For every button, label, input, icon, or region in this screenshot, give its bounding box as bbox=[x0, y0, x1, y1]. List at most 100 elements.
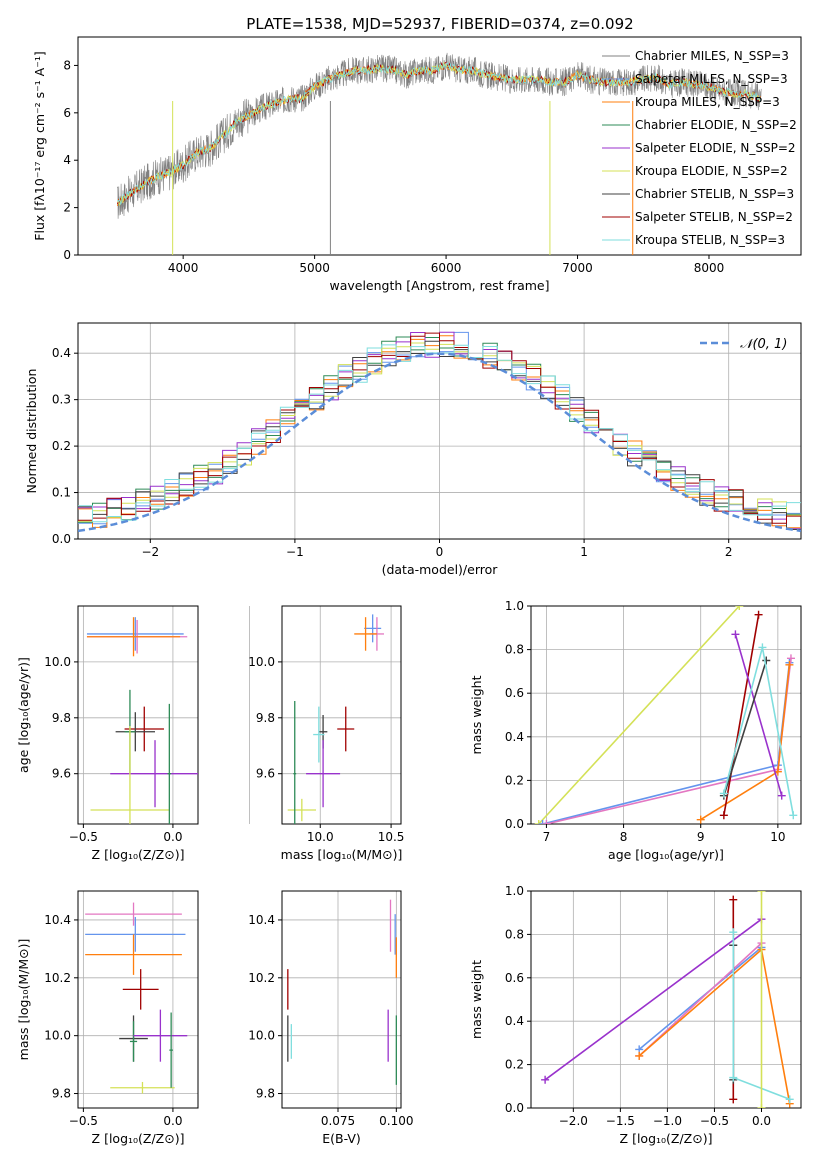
x-tick-label: −0.5 bbox=[69, 830, 98, 844]
y-tick-label: 0.2 bbox=[505, 1058, 524, 1072]
x-axis-label: mass [log₁₀(M/M⊙)] bbox=[281, 847, 403, 862]
y-tick-label: 10.0 bbox=[248, 655, 275, 669]
x-tick-label: 2 bbox=[725, 545, 733, 559]
panel-z-vs-mass: −0.5 0.0 9.8 10.0 10.2 10.4 Z [log₁₀(Z/Z⊙)] mas… bbox=[16, 890, 199, 1146]
y-tick-label: 0.4 bbox=[52, 346, 71, 360]
weight-marker bbox=[729, 928, 738, 937]
x-tick-label: 0 bbox=[436, 545, 444, 559]
legend-label: Kroupa STELIB, N_SSP=3 bbox=[635, 233, 785, 247]
data-layer bbox=[534, 606, 798, 824]
weight-marker bbox=[785, 660, 794, 669]
y-tick-label: 0.4 bbox=[505, 1014, 524, 1028]
weight-marker bbox=[789, 811, 798, 820]
x-tick-label: 6000 bbox=[431, 261, 462, 275]
error-bar-point bbox=[306, 740, 341, 808]
x-tick-label: 7 bbox=[543, 830, 551, 844]
x-tick-label: 8 bbox=[620, 830, 628, 844]
error-bar-point bbox=[167, 703, 172, 824]
x-tick-label: −0.5 bbox=[700, 1114, 729, 1128]
data-layer bbox=[287, 899, 397, 1085]
legend: 𝒩(0, 1) bbox=[700, 337, 787, 352]
legend-label: Salpeter STELIB, N_SSP=2 bbox=[635, 210, 793, 224]
data-layer bbox=[541, 891, 794, 1108]
x-tick-label: −1.5 bbox=[606, 1114, 635, 1128]
y-tick-label: 10.0 bbox=[44, 1029, 71, 1043]
legend-label: Chabrier STELIB, N_SSP=3 bbox=[635, 187, 794, 201]
x-tick-label: 5000 bbox=[299, 261, 330, 275]
figure-title: PLATE=1538, MJD=52937, FIBERID=0374, z=0… bbox=[246, 15, 633, 33]
y-axis-label: mass [log₁₀(M/M⊙)] bbox=[16, 939, 31, 1061]
y-tick-label: 9.6 bbox=[52, 767, 71, 781]
error-bar-point bbox=[85, 934, 182, 975]
data-layer bbox=[78, 331, 801, 533]
error-bar-point bbox=[129, 1021, 138, 1062]
x-tick-label: −1.0 bbox=[653, 1114, 682, 1128]
legend-label: 𝒩(0, 1) bbox=[740, 337, 787, 352]
x-tick-label: 0.0 bbox=[163, 830, 182, 844]
weight-series-line bbox=[544, 918, 762, 1081]
x-axis-label: E(B-V) bbox=[322, 1131, 361, 1146]
weight-marker bbox=[757, 1104, 766, 1108]
x-tick-label: 1 bbox=[580, 545, 588, 559]
spectrum-series-line bbox=[117, 61, 761, 206]
x-tick-label: 8000 bbox=[694, 261, 725, 275]
y-tick-label: 0.4 bbox=[505, 730, 524, 744]
y-tick-label: 0.6 bbox=[505, 686, 524, 700]
weight-marker bbox=[635, 1051, 644, 1060]
y-tick-label: 0.2 bbox=[505, 773, 524, 787]
x-tick-label: 0.075 bbox=[321, 1114, 355, 1128]
y-tick-label: 9.8 bbox=[256, 1087, 275, 1101]
weight-marker bbox=[729, 1073, 738, 1082]
data-layer bbox=[86, 617, 198, 824]
panel-residuals: −2 −1 0 1 2 0.0 0.1 0.2 0.3 0.4 (data-model)/error… bbox=[24, 322, 802, 577]
weight-series-line bbox=[638, 942, 763, 1057]
y-tick-label: 10.2 bbox=[44, 971, 71, 985]
weight-marker bbox=[542, 820, 551, 824]
legend-label: Kroupa ELODIE, N_SSP=2 bbox=[635, 164, 788, 178]
error-bar-point bbox=[86, 617, 181, 657]
x-tick-label: −2 bbox=[141, 545, 159, 559]
error-bar-point bbox=[110, 1081, 175, 1094]
data-layer bbox=[287, 614, 384, 824]
weight-marker bbox=[729, 1095, 738, 1104]
error-bar-point bbox=[133, 1009, 188, 1062]
y-tick-label: 10.4 bbox=[44, 913, 71, 927]
y-tick-label: 0 bbox=[63, 248, 71, 262]
y-tick-label: 2 bbox=[63, 201, 71, 215]
y-axis-label: Normed distribution bbox=[24, 369, 39, 494]
weight-marker bbox=[731, 630, 740, 639]
y-axis-label: age [log₁₀(age/yr)] bbox=[16, 657, 31, 773]
error-bar-point bbox=[354, 617, 377, 651]
error-bar-point bbox=[364, 614, 382, 643]
spectrum-series-line bbox=[117, 64, 761, 207]
y-tick-label: 9.6 bbox=[256, 767, 275, 781]
data-layer bbox=[85, 902, 188, 1094]
weight-marker bbox=[777, 791, 786, 800]
weight-marker bbox=[757, 891, 766, 895]
error-bar-point bbox=[122, 969, 159, 1010]
y-tick-label: 0.8 bbox=[505, 927, 524, 941]
weight-marker bbox=[541, 1075, 550, 1084]
x-axis-label: (data-model)/error bbox=[382, 562, 499, 577]
x-tick-label: 10.5 bbox=[378, 830, 405, 844]
x-tick-label: −0.5 bbox=[69, 1114, 98, 1128]
weight-marker bbox=[719, 789, 728, 798]
weight-marker bbox=[754, 610, 763, 619]
weight-marker bbox=[719, 811, 728, 820]
y-tick-label: 4 bbox=[63, 153, 71, 167]
y-tick-label: 10.2 bbox=[248, 971, 275, 985]
error-bar-point bbox=[313, 706, 325, 763]
weight-marker bbox=[729, 895, 738, 904]
legend-label: Kroupa MILES, N_SSP=3 bbox=[635, 95, 780, 109]
x-tick-label: 10.0 bbox=[307, 830, 334, 844]
weight-series-line bbox=[700, 664, 791, 821]
legend-label: Salpeter MILES, N_SSP=3 bbox=[635, 72, 788, 86]
panel-z-vs-weight: −2.0 −1.5 −1.0 −0.5 0.0 0.0 0.2 0.4 0.6 0.8 1.0 Z [… bbox=[469, 884, 802, 1146]
weight-marker bbox=[696, 815, 705, 824]
panel-mass-vs-age: 10.0 10.5 9.6 9.8 10.0 mass [log₁₀(M/M⊙)] bbox=[248, 605, 405, 862]
y-tick-label: 0.6 bbox=[505, 971, 524, 985]
normal-curve bbox=[78, 352, 801, 533]
panel-ebv-vs-mass: 0.075 0.100 9.8 10.0 10.2 10.4 E(B-V) bbox=[248, 890, 414, 1146]
error-bar-point bbox=[110, 740, 198, 808]
